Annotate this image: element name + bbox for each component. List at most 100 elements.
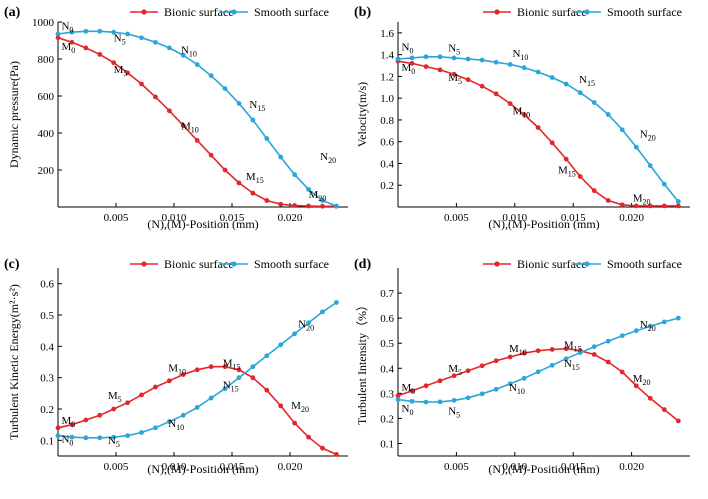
data-point	[395, 56, 401, 62]
legend-swatch-marker	[494, 261, 500, 267]
y-tick-label: 0.2	[40, 404, 54, 416]
data-point	[409, 398, 415, 404]
point-label: M15	[558, 164, 576, 178]
legend-label: Smooth surface	[254, 257, 329, 271]
data-point	[222, 86, 228, 91]
data-point	[423, 54, 429, 60]
data-point	[69, 422, 75, 428]
point-label: N20	[640, 319, 656, 333]
legend-label: Bionic surface	[517, 257, 587, 271]
x-tick-label: 0.005	[444, 212, 469, 224]
data-point	[465, 368, 471, 374]
point-label: M5	[448, 72, 462, 86]
y-tick-label: 0.3	[380, 388, 394, 400]
data-point	[633, 203, 639, 209]
legend-swatch-marker	[584, 9, 590, 15]
data-point	[194, 367, 200, 373]
series-line-1	[397, 60, 679, 207]
y-tick-label: 0.4	[380, 158, 394, 170]
x-tick-label: 0.020	[278, 461, 303, 473]
data-point	[563, 81, 569, 87]
data-point	[619, 202, 625, 208]
data-point	[111, 434, 117, 440]
data-point	[292, 203, 298, 208]
point-label: N10	[168, 418, 184, 432]
data-point	[521, 375, 527, 381]
data-point	[493, 59, 499, 65]
data-point	[661, 203, 667, 209]
chart-panel-1: (a) 0.005 0.010 0.015 0.020 200 400 600 800 1000 (…	[4, 5, 348, 231]
data-point	[208, 364, 214, 370]
legend-label: Smooth surface	[607, 257, 682, 271]
data-point	[166, 419, 172, 424]
legend-label: Bionic surface	[164, 5, 234, 19]
data-point	[647, 203, 653, 209]
data-point	[180, 372, 186, 377]
data-point	[591, 352, 597, 357]
y-tick-label: 0.3	[40, 373, 54, 385]
series-line-2	[57, 30, 337, 207]
y-tick-label: 0.2	[380, 413, 394, 425]
legend-entry-2: Smooth surface	[573, 257, 682, 271]
x-tick-label: 0.015	[220, 212, 245, 224]
data-point	[591, 344, 597, 350]
legend-swatch-marker	[141, 261, 147, 267]
data-point	[55, 31, 61, 37]
legend-label: Smooth surface	[607, 5, 682, 19]
data-point	[69, 434, 75, 440]
data-point	[166, 108, 172, 114]
legend-entry-2: Smooth surface	[573, 5, 682, 19]
data-point	[278, 403, 284, 409]
data-point	[236, 375, 242, 381]
legend-entry-2: Smooth surface	[220, 257, 329, 271]
x-tick-label: 0.005	[104, 212, 129, 224]
data-point	[619, 127, 625, 133]
data-point	[236, 367, 242, 373]
point-label: M20	[633, 373, 651, 387]
legend-entry-1: Bionic surface	[483, 5, 587, 19]
data-point	[55, 35, 61, 41]
y-axis-label: Velocity(m/s)	[355, 82, 369, 147]
data-point	[591, 100, 597, 105]
data-point	[465, 77, 471, 83]
data-point	[306, 187, 311, 192]
data-point	[83, 435, 89, 441]
point-label: M10	[168, 362, 186, 376]
data-point	[111, 60, 117, 66]
data-point	[334, 452, 339, 457]
data-point	[320, 445, 325, 451]
data-point	[423, 64, 429, 70]
x-tick-label: 0.015	[561, 212, 586, 224]
point-label: M10	[509, 343, 527, 357]
data-point	[125, 70, 130, 76]
data-point	[334, 203, 339, 209]
x-tick-label: 0.010	[502, 461, 527, 473]
data-point	[479, 57, 485, 63]
point-label: N20	[320, 151, 336, 165]
data-point	[250, 117, 256, 123]
data-point	[535, 348, 541, 354]
y-axis-label: Turbulent Intensity（%）	[355, 299, 369, 425]
data-point	[111, 29, 117, 35]
point-label: N5	[448, 42, 460, 56]
data-point	[395, 393, 401, 399]
data-point	[97, 28, 103, 34]
y-tick-label: 0.8	[380, 115, 394, 127]
y-axis-label: Dynamic pressure(Pa)	[7, 61, 21, 168]
data-point	[423, 383, 429, 389]
data-point	[69, 29, 75, 35]
data-point	[535, 69, 541, 75]
y-tick-label: 0.4	[380, 363, 394, 375]
point-label: N20	[640, 128, 656, 142]
data-point	[451, 55, 457, 61]
legend-swatch-marker	[494, 9, 500, 15]
point-label: N5	[114, 32, 126, 46]
data-point	[153, 94, 158, 100]
y-axis-label: Turbulent Kinetic Energy(m²·s²)	[7, 284, 21, 440]
point-label: M15	[564, 340, 582, 354]
x-tick-label: 0.010	[162, 212, 187, 224]
legend-swatch-marker	[231, 9, 237, 15]
data-point	[278, 201, 284, 207]
data-point	[264, 198, 270, 203]
